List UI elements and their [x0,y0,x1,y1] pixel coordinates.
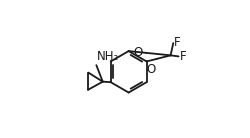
Text: F: F [174,36,180,49]
Text: F: F [179,50,185,63]
Text: NH₂: NH₂ [96,50,119,63]
Text: O: O [146,63,155,76]
Text: O: O [132,46,142,59]
